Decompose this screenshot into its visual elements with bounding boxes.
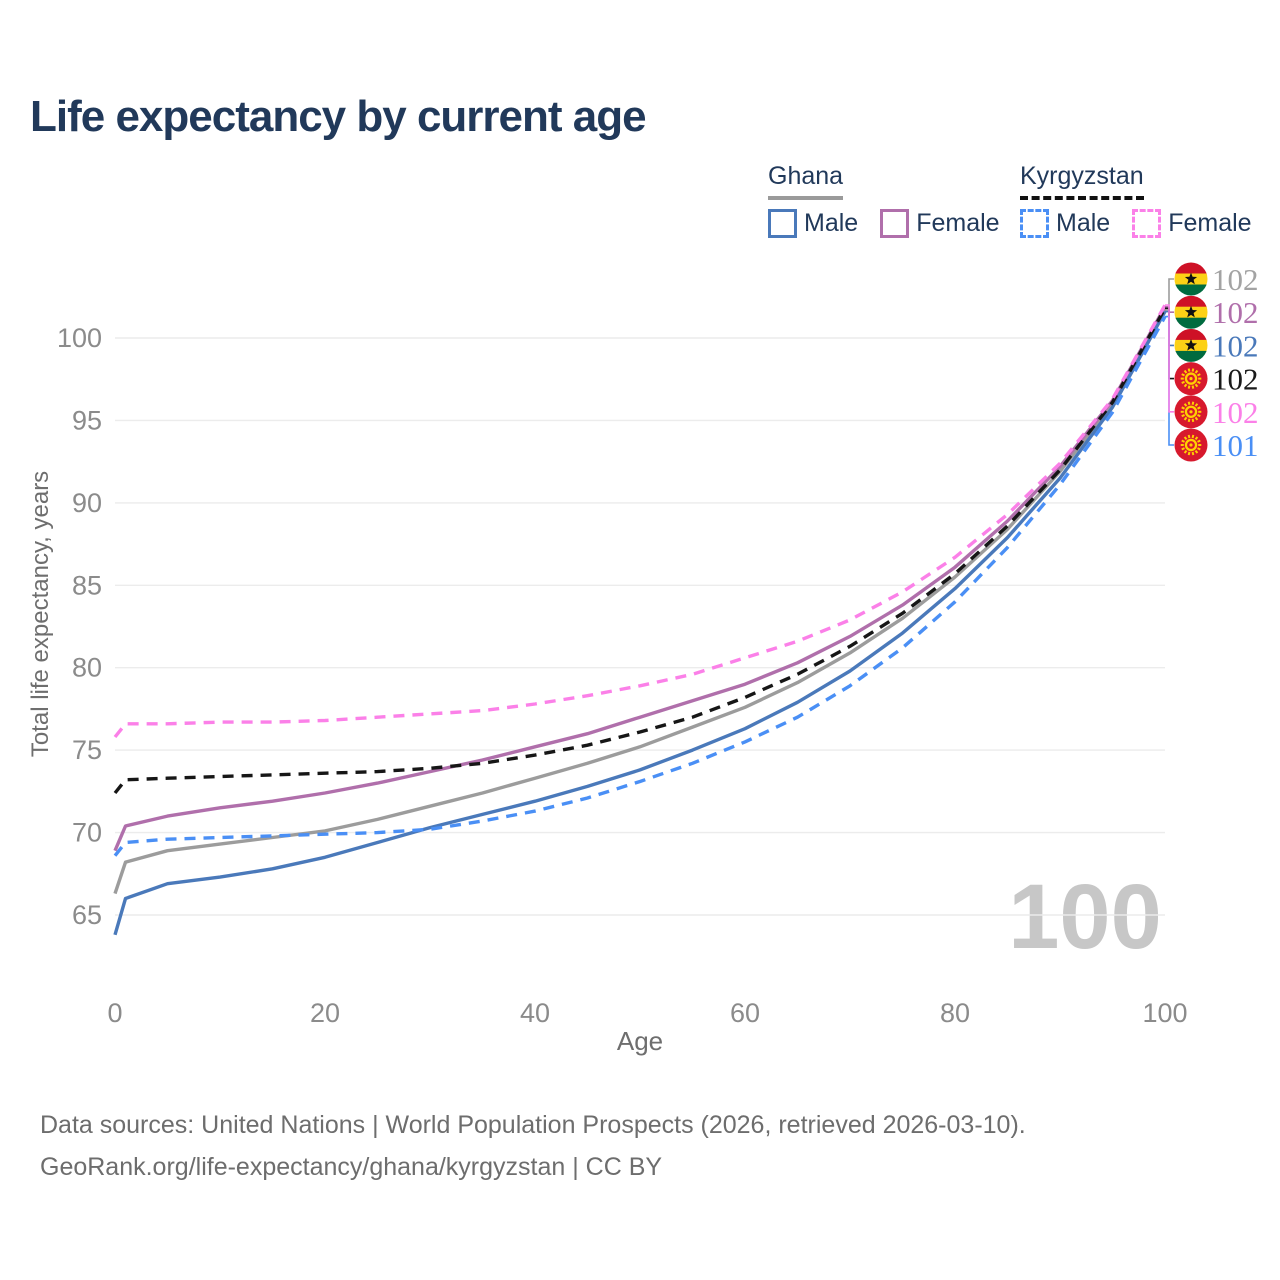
ghana-flag-icon (1174, 262, 1208, 296)
series-line-kyrgyzstan-male[interactable] (113, 315, 1167, 857)
legend-swatch-icon (880, 209, 910, 238)
legend-item-ghana-female[interactable]: Female (880, 209, 1000, 238)
end-value-label: 102 (1212, 395, 1259, 430)
x-axis-title: Age (617, 1026, 663, 1056)
x-tick-label: 40 (520, 998, 550, 1028)
kyrgyzstan-flag-icon (1174, 362, 1208, 396)
kyrgyzstan-flag-icon (1174, 428, 1208, 462)
end-value-label: 102 (1212, 295, 1259, 330)
label-connector (1165, 304, 1174, 413)
legend-group-ghana: Ghana Male Female (768, 162, 1022, 238)
y-tick-label: 85 (72, 570, 102, 600)
x-tick-label: 100 (1142, 998, 1187, 1028)
y-tick-label: 90 (72, 488, 102, 518)
y-tick-label: 95 (72, 405, 102, 435)
legend-item-label: Male (804, 209, 859, 237)
legend-swatch-icon (1132, 209, 1162, 238)
series-line-ghana-all[interactable] (113, 309, 1167, 895)
legend-swatch-icon (768, 209, 797, 238)
legend-item-label: Female (916, 209, 1000, 237)
legend-item-label: Male (1056, 209, 1111, 237)
legend-item-kyrgyzstan-male[interactable]: Male (1020, 209, 1110, 238)
ghana-flag-icon (1174, 295, 1208, 329)
x-tick-label: 0 (107, 998, 122, 1028)
x-tick-label: 20 (310, 998, 340, 1028)
citation-url-line: GeoRank.org/life-expectancy/ghana/kyrgyz… (40, 1153, 663, 1181)
end-value-label: 102 (1212, 262, 1259, 297)
end-value-label: 101 (1212, 428, 1259, 463)
legend-swatch-icon (1020, 209, 1049, 238)
legend-country-label: Ghana (768, 162, 844, 200)
y-tick-label: 70 (72, 818, 102, 848)
series-line-ghana-female[interactable] (113, 305, 1167, 852)
y-tick-label: 65 (72, 900, 102, 930)
y-tick-label: 80 (72, 653, 102, 683)
x-tick-label: 80 (940, 998, 970, 1028)
current-age-watermark: 100 (1008, 866, 1162, 968)
legend-group-kyrgyzstan: Kyrgyzstan Male Female (1020, 162, 1274, 238)
footer: Data sources: United Nations | World Pop… (40, 1104, 1026, 1188)
x-tick-label: 60 (730, 998, 760, 1028)
legend: Ghana Male Female Kyrgyzstan Male Female (0, 162, 1280, 242)
series-line-kyrgyzstan-female[interactable] (113, 304, 1167, 739)
legend-item-label: Female (1168, 209, 1252, 237)
legend-country-label: Kyrgyzstan (1020, 162, 1144, 200)
end-value-label: 102 (1212, 328, 1259, 363)
kyrgyzstan-flag-icon (1174, 395, 1208, 429)
label-connector (1165, 278, 1174, 311)
y-tick-label: 75 (72, 735, 102, 765)
series-line-kyrgyzstan-all[interactable] (113, 307, 1167, 795)
y-axis-title: Total life expectancy, years (27, 471, 54, 757)
legend-item-ghana-male[interactable]: Male (768, 209, 858, 238)
y-tick-label: 100 (57, 323, 102, 353)
end-value-label: 102 (1212, 362, 1259, 397)
ghana-flag-icon (1174, 328, 1208, 362)
chart-title: Life expectancy by current age (30, 92, 647, 141)
series-line-ghana-male[interactable] (113, 310, 1167, 936)
legend-item-kyrgyzstan-female[interactable]: Female (1132, 209, 1252, 238)
data-source-line: Data sources: United Nations | World Pop… (40, 1111, 1026, 1139)
